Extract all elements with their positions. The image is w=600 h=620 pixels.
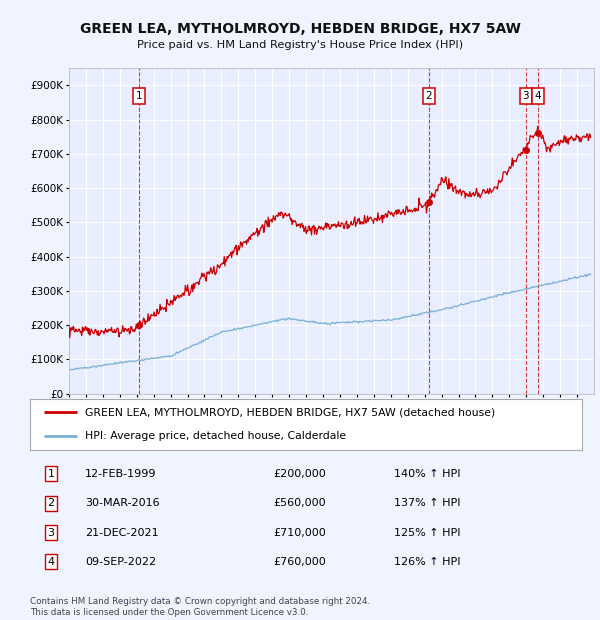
Text: £560,000: £560,000: [273, 498, 326, 508]
Text: 3: 3: [47, 528, 55, 538]
Text: 1: 1: [47, 469, 55, 479]
Text: 09-SEP-2022: 09-SEP-2022: [85, 557, 157, 567]
Text: £710,000: £710,000: [273, 528, 326, 538]
Text: 1: 1: [136, 91, 142, 100]
Text: 137% ↑ HPI: 137% ↑ HPI: [394, 498, 461, 508]
Text: £200,000: £200,000: [273, 469, 326, 479]
Text: Contains HM Land Registry data © Crown copyright and database right 2024.
This d: Contains HM Land Registry data © Crown c…: [30, 598, 370, 617]
Text: 126% ↑ HPI: 126% ↑ HPI: [394, 557, 461, 567]
Text: 12-FEB-1999: 12-FEB-1999: [85, 469, 157, 479]
Text: 125% ↑ HPI: 125% ↑ HPI: [394, 528, 461, 538]
Text: 21-DEC-2021: 21-DEC-2021: [85, 528, 159, 538]
Text: Price paid vs. HM Land Registry's House Price Index (HPI): Price paid vs. HM Land Registry's House …: [137, 40, 463, 50]
Text: 4: 4: [47, 557, 55, 567]
Text: 3: 3: [523, 91, 529, 100]
Text: GREEN LEA, MYTHOLMROYD, HEBDEN BRIDGE, HX7 5AW: GREEN LEA, MYTHOLMROYD, HEBDEN BRIDGE, H…: [80, 22, 520, 36]
Text: 2: 2: [425, 91, 432, 100]
Text: 2: 2: [47, 498, 55, 508]
Text: GREEN LEA, MYTHOLMROYD, HEBDEN BRIDGE, HX7 5AW (detached house): GREEN LEA, MYTHOLMROYD, HEBDEN BRIDGE, H…: [85, 407, 496, 417]
Text: 4: 4: [535, 91, 541, 100]
Text: £760,000: £760,000: [273, 557, 326, 567]
Text: 140% ↑ HPI: 140% ↑ HPI: [394, 469, 461, 479]
Point: [134, 320, 143, 330]
Point: [521, 146, 530, 156]
Text: 30-MAR-2016: 30-MAR-2016: [85, 498, 160, 508]
Text: HPI: Average price, detached house, Calderdale: HPI: Average price, detached house, Cald…: [85, 431, 346, 441]
Point: [533, 128, 543, 138]
Point: [424, 197, 434, 207]
